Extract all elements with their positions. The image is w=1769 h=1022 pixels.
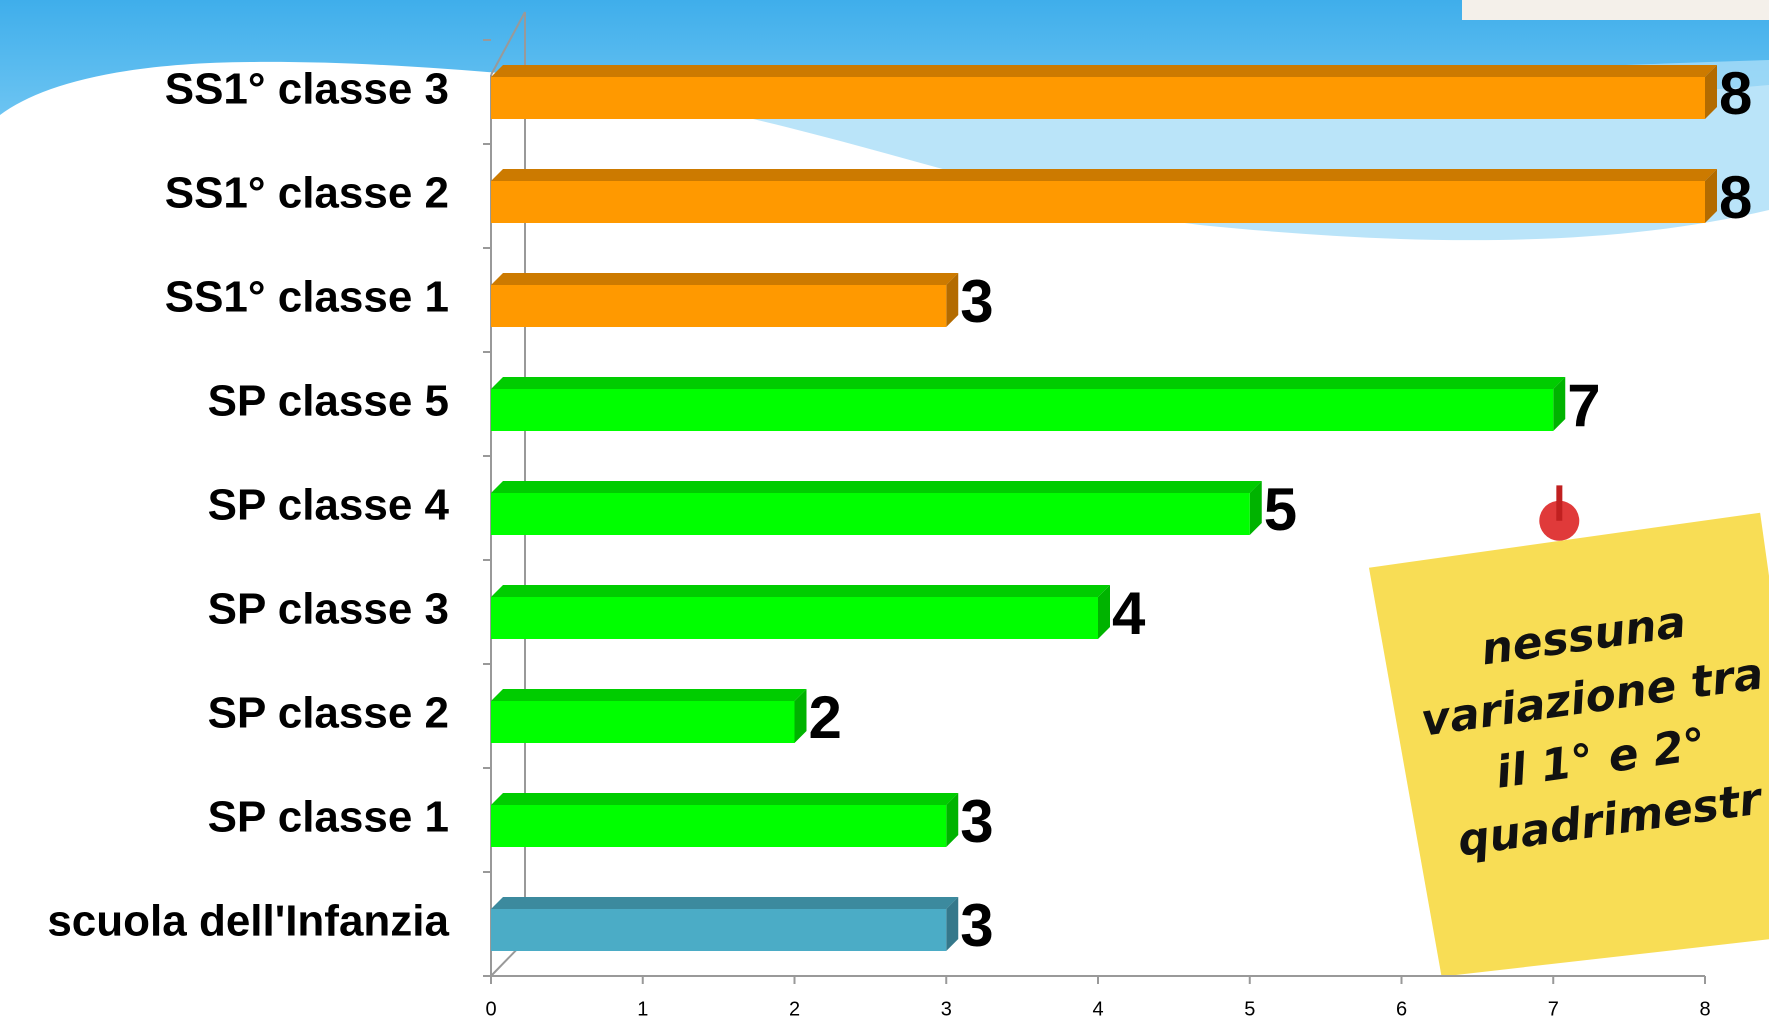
category-label: SP classe 4	[208, 481, 450, 530]
bar-top	[491, 481, 1262, 493]
x-tick-label: 0	[485, 998, 496, 1020]
x-tick-label: 2	[789, 998, 800, 1020]
bar	[491, 805, 946, 847]
value-label: 7	[1567, 372, 1600, 439]
value-label: 3	[960, 268, 993, 335]
category-label: SS1° classe 2	[165, 169, 449, 218]
value-label: 8	[1719, 60, 1752, 127]
bar	[491, 181, 1705, 223]
bar-top	[491, 273, 958, 285]
value-label: 3	[960, 892, 993, 959]
x-tick-label: 3	[941, 998, 952, 1020]
bar	[491, 909, 946, 951]
x-tick-label: 6	[1396, 998, 1407, 1020]
category-label: SP classe 5	[208, 377, 449, 426]
category-label: scuola dell'Infanzia	[47, 897, 449, 946]
category-label: SS1° classe 3	[165, 65, 449, 114]
category-label: SS1° classe 1	[165, 273, 449, 322]
bar-top	[491, 377, 1565, 389]
bar	[491, 77, 1705, 119]
chart: nessunavariazione trail 1° e 2°quadrimes…	[0, 0, 1769, 1022]
x-tick-label: 5	[1244, 998, 1255, 1020]
bar	[491, 493, 1250, 535]
bar-top	[491, 585, 1110, 597]
bar	[491, 285, 946, 327]
bar	[491, 701, 795, 743]
x-tick-label: 8	[1699, 998, 1710, 1020]
bar-top	[491, 65, 1717, 77]
x-tick-label: 7	[1548, 998, 1559, 1020]
value-label: 4	[1112, 580, 1146, 647]
corner-image	[1462, 0, 1769, 20]
value-label: 2	[809, 684, 842, 751]
page: {"chart_data": {"type": "bar", "orientat…	[0, 0, 1769, 1022]
bar-top	[491, 793, 958, 805]
bar	[491, 389, 1553, 431]
x-tick-label: 4	[1092, 998, 1103, 1020]
bar-top	[491, 897, 958, 909]
bar	[491, 597, 1098, 639]
bar-top	[491, 689, 807, 701]
value-label: 5	[1264, 476, 1297, 543]
category-label: SP classe 3	[208, 585, 449, 634]
x-tick-label: 1	[637, 998, 648, 1020]
value-label: 8	[1719, 164, 1752, 231]
bar-top	[491, 169, 1717, 181]
category-label: SP classe 2	[208, 689, 449, 738]
value-label: 3	[960, 788, 993, 855]
category-label: SP classe 1	[208, 793, 449, 842]
